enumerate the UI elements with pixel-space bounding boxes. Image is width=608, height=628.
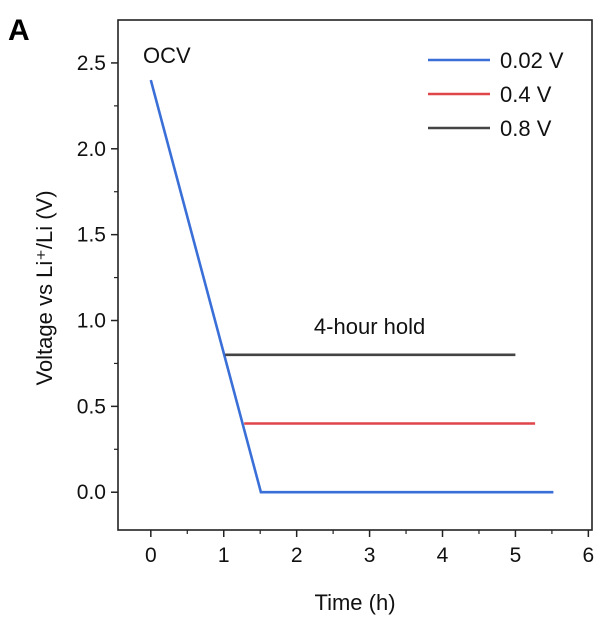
y-axis-title: Voltage vs Li⁺/Li (V) (32, 190, 57, 385)
y-tick-label: 0.0 (77, 481, 106, 504)
x-axis-title: Time (h) (314, 590, 395, 615)
y-tick-label: 0.5 (77, 395, 106, 418)
legend: 0.02 V 0.4 V 0.8 V (428, 48, 564, 141)
annotation-2: 4-hour hold (314, 314, 425, 339)
annotation-1: OCV (143, 43, 191, 68)
x-tick-label: 5 (510, 544, 522, 567)
y-tick-label: 2.5 (77, 52, 106, 75)
annotation-layer: OCV 4-hour hold (143, 43, 425, 339)
x-tick-label: 3 (364, 544, 376, 567)
series-line-1 (149, 79, 554, 494)
x-tick-label: 1 (218, 544, 230, 567)
legend-label-3: 0.8 V (500, 116, 552, 141)
panel-label: A (8, 14, 30, 47)
y-tick-label: 1.0 (77, 310, 106, 333)
legend-label-2: 0.4 V (500, 82, 552, 107)
x-tick-label: 0 (145, 544, 157, 567)
y-tick-label: 1.5 (77, 224, 106, 247)
y-tick-label: 2.0 (77, 138, 106, 161)
plot-frame (117, 19, 593, 531)
x-tick-label: 2 (291, 544, 303, 567)
series-layer (149, 79, 554, 494)
legend-label-1: 0.02 V (500, 48, 564, 73)
x-tick-label: 4 (437, 544, 449, 567)
axes: 0 1 2 3 4 5 6 0.0 0.5 1.0 1.5 2.0 2.5 (77, 19, 595, 567)
x-tick-label: 6 (583, 544, 595, 567)
